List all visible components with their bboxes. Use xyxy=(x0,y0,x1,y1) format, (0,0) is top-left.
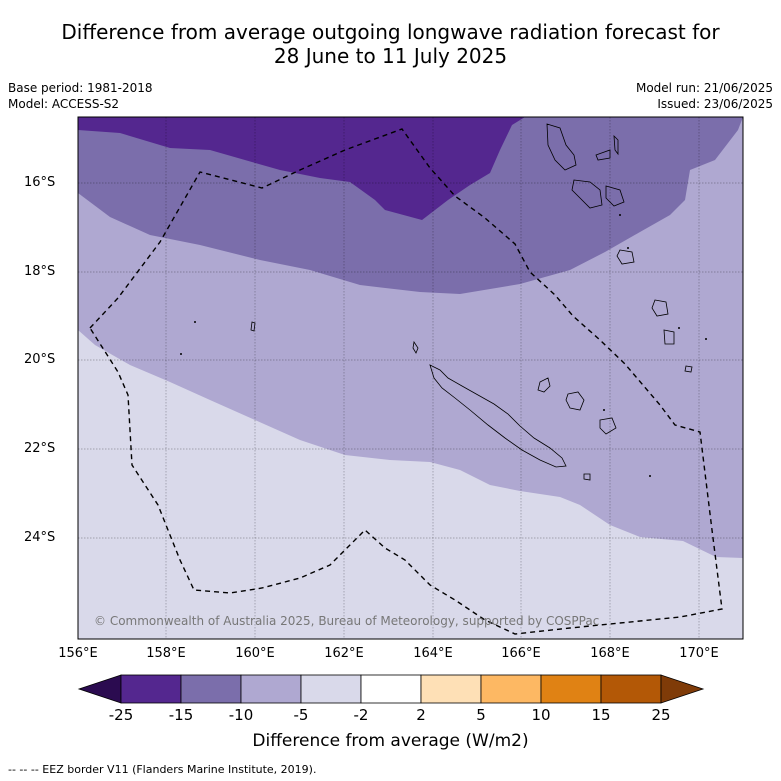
colorbar-label: -25 xyxy=(108,706,134,724)
model-run-text: Model run: 21/06/2025 xyxy=(635,81,773,95)
colorbar-label: -5 xyxy=(293,706,309,724)
vanuatu-island-9 xyxy=(684,365,693,373)
meta-left: Base period: 1981-2018 Model: ACCESS-S2 xyxy=(8,80,153,112)
loyalty-island-3 xyxy=(599,417,617,435)
small-island-a xyxy=(412,340,419,354)
lon-tick-156e: 156°E xyxy=(58,646,98,661)
anomaly-field xyxy=(78,117,743,639)
model-text: Model: ACCESS-S2 xyxy=(8,97,120,111)
map-gridlines xyxy=(78,117,743,639)
loyalty-island-2 xyxy=(565,391,585,411)
coastlines xyxy=(250,123,693,481)
map-figure xyxy=(77,116,744,640)
colorbar-label: 2 xyxy=(416,706,426,724)
colorbar-label: 15 xyxy=(591,706,611,724)
colorbar-label: 10 xyxy=(531,706,551,724)
colorbar-label: -15 xyxy=(168,706,194,724)
map-frame xyxy=(77,116,744,640)
colorbar-title: Difference from average (W/m2) xyxy=(252,731,529,751)
lat-tick-24s: 24°S xyxy=(24,530,56,545)
issued-text: Issued: 23/06/2025 xyxy=(657,97,773,111)
meta-right: Model run: 21/06/2025 Issued: 23/06/2025 xyxy=(636,80,773,112)
lon-tick-166e: 166°E xyxy=(501,646,541,661)
band-minus-15-to-minus-25 xyxy=(78,117,525,220)
vanuatu-island-1 xyxy=(546,123,577,171)
lon-tick-162e: 162°E xyxy=(324,646,364,661)
colorbar-swatch xyxy=(180,674,242,704)
colorbar-label: -10 xyxy=(228,706,254,724)
title-line-2: 28 June to 11 July 2025 xyxy=(273,44,508,68)
vanuatu-island-2 xyxy=(595,149,611,161)
colorbar-swatch xyxy=(360,674,422,704)
loyalty-island-1 xyxy=(537,377,551,393)
colorbar-label: 25 xyxy=(651,706,671,724)
lat-tick-18s: 18°S xyxy=(24,264,56,279)
colorbar-swatch xyxy=(420,674,482,704)
lat-tick-22s: 22°S xyxy=(24,441,56,456)
colorbar-swatch xyxy=(600,674,662,704)
colorbar-boxes xyxy=(77,674,705,704)
eez-legend-footer: -- -- -- EEZ border V11 (Flanders Marine… xyxy=(8,763,317,776)
colorbar-label: -2 xyxy=(353,706,369,724)
small-island-b xyxy=(250,321,256,332)
colorbar-swatch xyxy=(480,674,542,704)
colorbar-extend-high xyxy=(660,674,705,704)
vanuatu-island-5 xyxy=(605,185,625,207)
lon-tick-164e: 164°E xyxy=(413,646,453,661)
colorbar-swatch xyxy=(300,674,362,704)
title-line-1: Difference from average outgoing longwav… xyxy=(61,20,720,44)
lat-tick-20s: 20°S xyxy=(24,352,56,367)
colorbar-extend-low xyxy=(77,674,122,704)
colorbar-swatch xyxy=(120,674,182,704)
tiny-islands xyxy=(180,214,707,477)
lon-tick-160e: 160°E xyxy=(235,646,275,661)
colorbar xyxy=(77,674,705,704)
vanuatu-island-8 xyxy=(663,329,675,345)
copyright-text: © Commonwealth of Australia 2025, Bureau… xyxy=(94,614,600,628)
lon-tick-158e: 158°E xyxy=(146,646,186,661)
new-caledonia-coastline xyxy=(429,364,567,468)
lat-tick-16s: 16°S xyxy=(24,175,56,190)
lon-tick-170e: 170°E xyxy=(679,646,719,661)
vanuatu-island-4 xyxy=(571,179,603,209)
colorbar-label: 5 xyxy=(476,706,486,724)
vanuatu-island-7 xyxy=(651,299,669,317)
vanuatu-island-3 xyxy=(613,134,619,156)
base-period-text: Base period: 1981-2018 xyxy=(8,81,153,95)
colorbar-swatch xyxy=(240,674,302,704)
small-island-c xyxy=(583,473,591,481)
colorbar-swatch xyxy=(540,674,602,704)
lon-tick-168e: 168°E xyxy=(590,646,630,661)
eez-border xyxy=(89,128,723,635)
vanuatu-island-6 xyxy=(616,249,635,265)
page-title: Difference from average outgoing longwav… xyxy=(0,20,781,68)
